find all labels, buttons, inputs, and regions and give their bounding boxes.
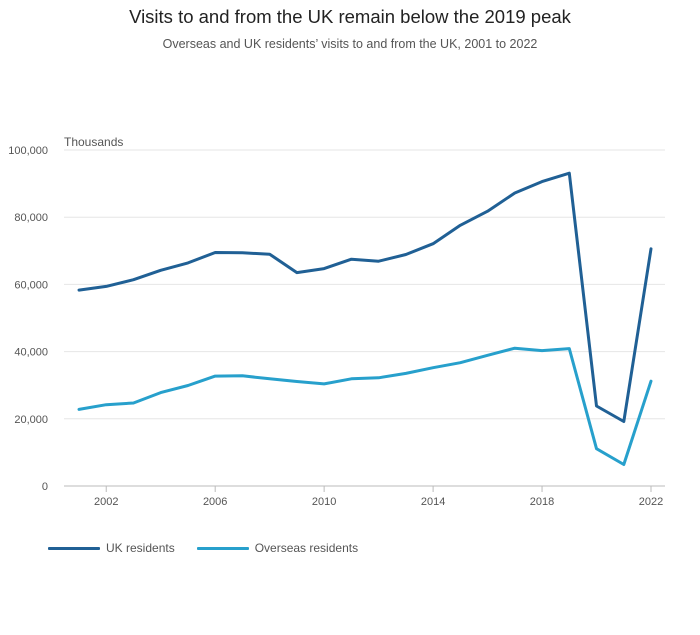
- legend-swatch-overseas-residents: [196, 546, 249, 550]
- y-tick-label: 100,000: [8, 145, 48, 157]
- x-tick-label: 2014: [421, 496, 445, 508]
- chart-subtitle: Overseas and UK residents’ visits to and…: [162, 37, 538, 51]
- x-tick-label: 2006: [203, 496, 227, 508]
- legend-item-uk-residents: UK residents: [48, 541, 175, 555]
- series-lines: [77, 171, 653, 466]
- x-tick-label: 2002: [94, 496, 118, 508]
- x-tick-label: 2022: [639, 496, 663, 508]
- legend-label-uk-residents: UK residents: [106, 541, 175, 555]
- x-tick-label: 2018: [530, 496, 554, 508]
- x-tick-label: 2010: [312, 496, 336, 508]
- legend-item-overseas-residents: Overseas residents: [196, 541, 359, 555]
- legend-swatch-uk-residents: [48, 546, 100, 550]
- chart-title: Visits to and from the UK remain below t…: [129, 6, 571, 27]
- legend: UK residents Overseas residents: [48, 541, 358, 555]
- legend-label-overseas-residents: Overseas residents: [254, 541, 359, 555]
- y-axis-label: Thousands: [64, 135, 123, 149]
- y-tick-label: 60,000: [14, 279, 48, 291]
- series-line-uk-residents: [77, 171, 653, 423]
- gridlines: [64, 149, 665, 492]
- x-axis-tick-labels: 2002 2006 2010 2014 2018 2022: [94, 496, 663, 508]
- y-tick-label: 80,000: [14, 212, 48, 224]
- series-line-overseas-residents: [77, 346, 653, 466]
- y-tick-label: 0: [42, 481, 48, 493]
- y-tick-label: 20,000: [14, 414, 48, 426]
- y-tick-label: 40,000: [14, 347, 48, 359]
- y-axis-tick-labels: 0 20,000 40,000 60,000 80,000 100,000: [8, 145, 48, 493]
